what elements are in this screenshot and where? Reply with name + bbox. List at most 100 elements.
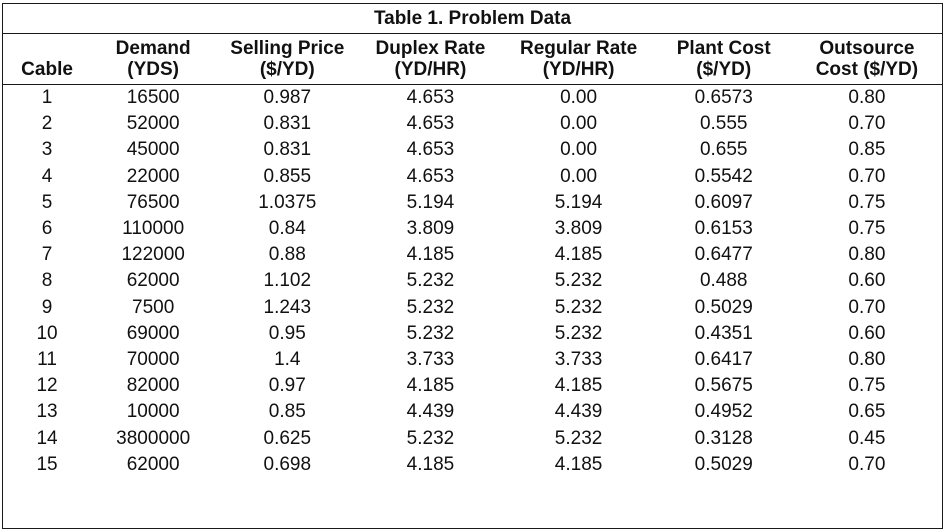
- problem-data-table-frame: Table 1. Problem Data Cable Demand (YDS) …: [2, 3, 943, 529]
- cell-outsource-cost: 0.70: [848, 113, 886, 135]
- cell-regular-rate: 4.185: [554, 244, 603, 266]
- cell-duplex-rate: 4.653: [406, 113, 455, 135]
- cell-demand: 7500: [132, 296, 175, 318]
- cell-plant-cost: 0.4351: [694, 322, 753, 344]
- cell-outsource-cost: 0.85: [848, 139, 886, 161]
- cell-cable: 12: [36, 375, 58, 397]
- cell-demand: 22000: [126, 165, 180, 187]
- cell-outsource-cost: 0.80: [848, 87, 886, 109]
- cell-duplex-rate: 4.185: [406, 244, 455, 266]
- cell-plant-cost: 0.5675: [694, 375, 753, 397]
- cell-selling-price: 0.987: [263, 87, 312, 109]
- cell-duplex-rate: 4.653: [406, 165, 455, 187]
- cell-duplex-rate: 5.232: [406, 270, 455, 292]
- cell-demand: 62000: [126, 453, 180, 475]
- cell-cable: 15: [36, 453, 58, 475]
- table-row: 1 16500 0.987 4.653 0.00 0.6573 0.80: [3, 85, 942, 112]
- cell-demand: 110000: [122, 218, 185, 240]
- cell-selling-price: 0.85: [268, 401, 306, 423]
- cell-outsource-cost: 0.75: [848, 191, 886, 213]
- cell-plant-cost: 0.5029: [694, 453, 753, 475]
- cell-selling-price: 0.84: [268, 218, 306, 240]
- cell-outsource-cost: 0.65: [848, 401, 886, 423]
- cell-outsource-cost: 0.70: [848, 165, 886, 187]
- cell-cable: 4: [41, 165, 53, 187]
- cell-cable: 3: [41, 139, 53, 161]
- cell-cable: 1: [41, 87, 53, 109]
- cell-plant-cost: 0.6153: [694, 218, 753, 240]
- cell-duplex-rate: 3.733: [406, 348, 455, 370]
- cell-regular-rate: 4.439: [554, 401, 603, 423]
- table-row: 15 62000 0.698 4.185 4.185 0.5029 0.70: [3, 452, 942, 478]
- cell-outsource-cost: 0.70: [848, 296, 886, 318]
- cell-duplex-rate: 5.232: [406, 427, 455, 449]
- cell-cable: 2: [41, 113, 53, 135]
- table-title: Table 1. Problem Data: [3, 4, 942, 34]
- cell-demand: 69000: [126, 322, 180, 344]
- header-regular-rate: Regular Rate (YD/HR): [501, 34, 656, 85]
- cell-demand: 82000: [126, 375, 180, 397]
- cell-duplex-rate: 3.809: [406, 218, 455, 240]
- table-row: 2 52000 0.831 4.653 0.00 0.555 0.70: [3, 111, 942, 137]
- cell-selling-price: 0.831: [263, 139, 312, 161]
- cell-regular-rate: 0.00: [560, 87, 598, 109]
- table-row: 7 122000 0.88 4.185 4.185 0.6477 0.80: [3, 242, 942, 268]
- cell-plant-cost: 0.4952: [694, 401, 753, 423]
- cell-selling-price: 1.4: [274, 348, 301, 370]
- cell-regular-rate: 3.733: [554, 348, 603, 370]
- cell-outsource-cost: 0.75: [848, 375, 886, 397]
- table-row: 6 110000 0.84 3.809 3.809 0.6153 0.75: [3, 216, 942, 242]
- cell-plant-cost: 0.655: [699, 139, 748, 161]
- cell-cable: 8: [41, 270, 53, 292]
- header-outsource-cost: Outsource Cost ($/YD): [791, 34, 942, 85]
- cell-cable: 7: [41, 244, 53, 266]
- table-row: 12 82000 0.97 4.185 4.185 0.5675 0.75: [3, 373, 942, 399]
- cell-cable: 6: [41, 218, 53, 240]
- cell-outsource-cost: 0.80: [848, 244, 886, 266]
- cell-plant-cost: 0.6573: [694, 87, 753, 109]
- table-body: 1 16500 0.987 4.653 0.00 0.6573 0.80 2 52000 0.83…: [3, 85, 942, 478]
- table-row: 4 22000 0.855 4.653 0.00 0.5542 0.70: [3, 164, 942, 190]
- cell-cable: 5: [41, 191, 53, 213]
- cell-selling-price: 0.625: [263, 427, 312, 449]
- cell-outsource-cost: 0.45: [848, 427, 886, 449]
- cell-demand: 10000: [126, 401, 180, 423]
- cell-plant-cost: 0.5542: [694, 165, 753, 187]
- cell-outsource-cost: 0.75: [848, 218, 886, 240]
- cell-outsource-cost: 0.60: [848, 270, 886, 292]
- cell-duplex-rate: 4.185: [406, 375, 455, 397]
- cell-plant-cost: 0.5029: [694, 296, 753, 318]
- cell-selling-price: 0.88: [268, 244, 306, 266]
- cell-regular-rate: 0.00: [560, 139, 598, 161]
- cell-duplex-rate: 4.439: [406, 401, 455, 423]
- cell-regular-rate: 5.232: [554, 296, 603, 318]
- cell-regular-rate: 5.232: [554, 322, 603, 344]
- cell-plant-cost: 0.3128: [694, 427, 753, 449]
- cell-selling-price: 0.698: [263, 453, 312, 475]
- cell-plant-cost: 0.6097: [694, 191, 753, 213]
- cell-regular-rate: 4.185: [554, 453, 603, 475]
- cell-plant-cost: 0.555: [699, 113, 748, 135]
- cell-duplex-rate: 5.232: [406, 296, 455, 318]
- table-row: 5 76500 1.0375 5.194 5.194 0.6097 0.75: [3, 190, 942, 216]
- cell-duplex-rate: 4.653: [406, 87, 455, 109]
- cell-selling-price: 1.243: [263, 296, 312, 318]
- cell-plant-cost: 0.6417: [694, 348, 753, 370]
- table-row: 13 10000 0.85 4.439 4.439 0.4952 0.65: [3, 399, 942, 425]
- cell-regular-rate: 0.00: [560, 165, 598, 187]
- cell-duplex-rate: 5.194: [406, 191, 455, 213]
- cell-regular-rate: 3.809: [554, 218, 603, 240]
- header-cable: Cable: [3, 34, 92, 85]
- cell-selling-price: 0.831: [263, 113, 312, 135]
- cell-demand: 52000: [126, 113, 180, 135]
- cell-regular-rate: 5.232: [554, 270, 603, 292]
- cell-regular-rate: 0.00: [560, 113, 598, 135]
- cell-selling-price: 0.95: [268, 322, 306, 344]
- table-row: 11 70000 1.4 3.733 3.733 0.6417 0.80: [3, 347, 942, 373]
- cell-selling-price: 0.97: [268, 375, 306, 397]
- table-row: 14 3800000 0.625 5.232 5.232 0.3128 0.45: [3, 425, 942, 451]
- table-row: 9 7500 1.243 5.232 5.232 0.5029 0.70: [3, 295, 942, 321]
- cell-regular-rate: 5.232: [554, 427, 603, 449]
- table-row: 8 62000 1.102 5.232 5.232 0.488 0.60: [3, 268, 942, 294]
- cell-selling-price: 1.102: [263, 270, 312, 292]
